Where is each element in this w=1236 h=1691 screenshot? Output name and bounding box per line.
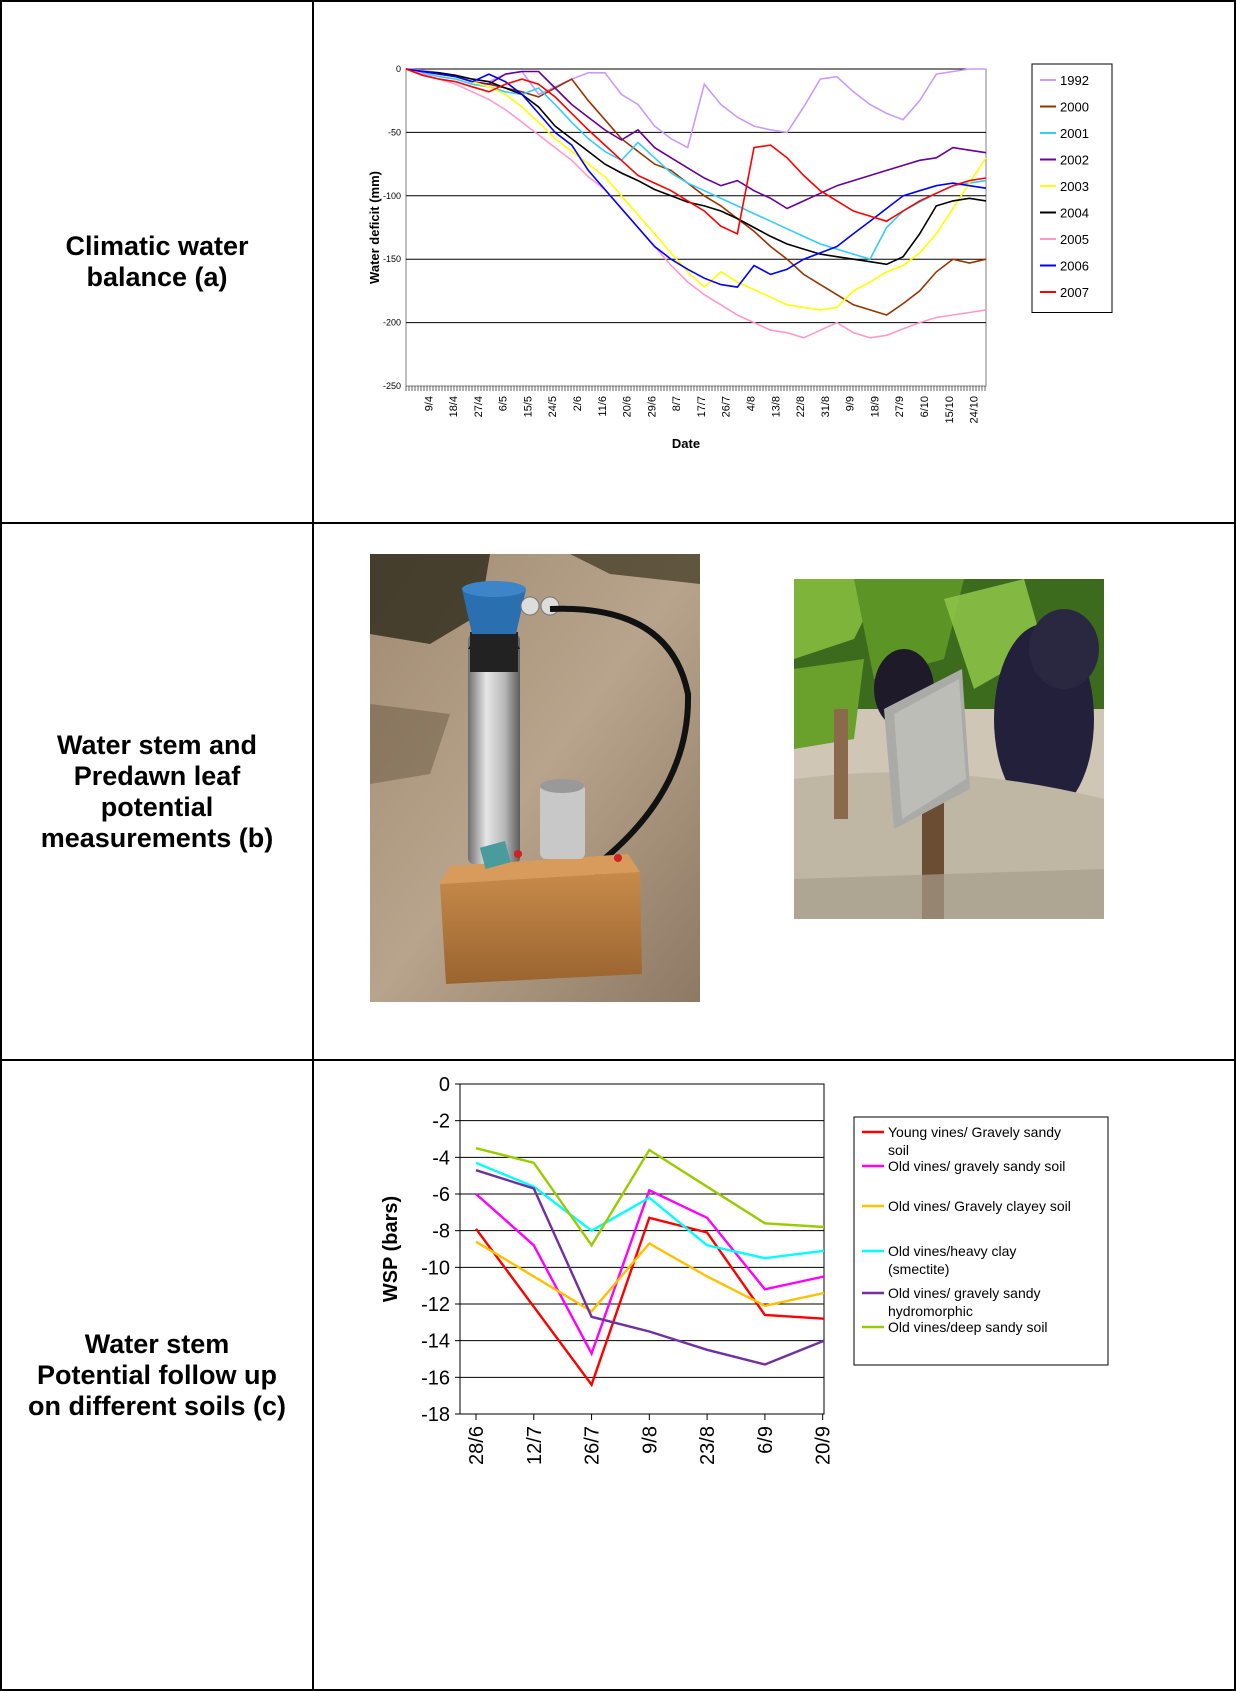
legend-label: Old vines/heavy clay (smectite) <box>888 1243 1016 1277</box>
y-tick-label: -150 <box>383 254 401 264</box>
x-tick-label: 9/9 <box>845 396 857 411</box>
y-tick-label: -12 <box>421 1294 450 1316</box>
water-balance-chart: 0 -50 -100 -150 -200 -250 9/4 18/4 27/4 6/5 15/5 24… <box>367 63 1113 451</box>
series-line <box>475 1240 825 1313</box>
series-line-2001 <box>405 68 987 261</box>
series-line-2004 <box>405 68 987 266</box>
legend-label: 2006 <box>1060 259 1089 274</box>
y-tick-label: -6 <box>432 1184 450 1206</box>
x-tick-label: 29/6 <box>646 396 658 417</box>
x-tick-label: 31/8 <box>820 396 832 417</box>
x-tick-label: 27/9 <box>894 396 906 417</box>
y-tick-label: 0 <box>396 64 401 74</box>
y-tick-label: -50 <box>388 127 401 137</box>
series-line <box>475 1169 825 1366</box>
x-tick-label: 12/7 <box>524 1426 546 1465</box>
x-tick-label: 6/10 <box>919 396 931 417</box>
plot-area <box>405 68 987 387</box>
x-tick-label: 13/8 <box>770 396 782 417</box>
legend-label: 2007 <box>1060 285 1089 300</box>
x-tick-label: 23/8 <box>697 1426 719 1465</box>
x-tick-label: 11/6 <box>597 396 609 417</box>
grapevine-photo <box>794 579 1104 919</box>
legend-label: 2003 <box>1060 179 1089 194</box>
series-line-2007 <box>405 68 987 235</box>
series-line-2006 <box>405 68 987 288</box>
x-tick-label: 15/10 <box>944 396 956 424</box>
chart-cell-water-balance: 0 -50 -100 -150 -200 -250 9/4 18/4 27/4 6/5 15/5 24… <box>312 0 1236 524</box>
x-tick-label: 28/6 <box>466 1426 488 1465</box>
x-tick-label: 6/5 <box>498 396 510 411</box>
legend-label: Old vines/ gravely sandy hydromorphic <box>888 1285 1041 1319</box>
x-tick-label: 24/5 <box>547 396 559 417</box>
y-tick-label: -10 <box>421 1257 450 1279</box>
y-tick-label: -16 <box>421 1367 450 1389</box>
y-tick-label: -18 <box>421 1404 450 1426</box>
x-tick-label: 26/7 <box>721 396 733 417</box>
legend-label: 1992 <box>1060 73 1089 88</box>
y-tick-label: -200 <box>383 318 401 328</box>
x-tick-label: 26/7 <box>582 1426 604 1465</box>
series-line-2002 <box>405 68 987 210</box>
x-axis-title: Date <box>672 436 700 451</box>
x-tick-label: 9/8 <box>639 1426 661 1454</box>
chart-cell-wsp: 0 -2 -4 -6 -8 -10 -12 -14 -16 -18 28/6 12/7 26/7 9/8 2… <box>312 1059 1236 1691</box>
y-tick-label: -2 <box>432 1111 450 1133</box>
y-tick-label: -4 <box>432 1147 450 1169</box>
series-line <box>475 1147 825 1248</box>
y-axis-title: Water deficit (mm) <box>367 171 382 284</box>
legend-label: Old vines/ Gravely clayey soil <box>888 1198 1071 1214</box>
plot-area <box>459 1083 825 1415</box>
row-label-cell: Water stem Potential follow up on differ… <box>0 1059 314 1691</box>
legend-label: 2002 <box>1060 153 1089 168</box>
x-tick-label: 20/6 <box>622 396 634 417</box>
photo-cell <box>312 522 1236 1061</box>
y-tick-label: -250 <box>383 381 401 391</box>
x-tick-label: 15/5 <box>522 396 534 417</box>
series-line <box>475 1161 825 1260</box>
legend-label: 2005 <box>1060 232 1089 247</box>
x-tick-label: 4/8 <box>746 396 758 411</box>
series-line <box>475 1188 825 1357</box>
x-tick-label: 24/10 <box>969 396 981 424</box>
y-tick-label: 0 <box>439 1074 450 1096</box>
legend-label: 2004 <box>1060 206 1089 221</box>
legend-label: Young vines/ Gravely sandy soil <box>888 1124 1061 1158</box>
legend-label: 2000 <box>1060 100 1089 115</box>
y-tick-label: -14 <box>421 1331 450 1353</box>
x-tick-label: 9/4 <box>423 396 435 411</box>
legend-label: Old vines/deep sandy soil <box>888 1319 1048 1335</box>
x-tick-label: 27/4 <box>473 396 485 417</box>
x-tick-label: 22/8 <box>795 396 807 417</box>
x-tick-label: 20/9 <box>813 1426 835 1465</box>
legend-label: Old vines/ gravely sandy soil <box>888 1158 1065 1174</box>
legend-label: 2001 <box>1060 126 1089 141</box>
row-label-measurements: Water stem and Predawn leaf potential me… <box>40 729 274 853</box>
series-line <box>475 1216 825 1388</box>
x-tick-label: 8/7 <box>671 396 683 411</box>
row-label-soils: Water stem Potential follow up on differ… <box>27 1328 287 1421</box>
x-tick-label: 2/6 <box>572 396 584 411</box>
series-line-2003 <box>405 68 987 311</box>
wsp-chart: 0 -2 -4 -6 -8 -10 -12 -14 -16 -18 28/6 12/7 26/7 9/8 2… <box>380 1074 1109 1465</box>
x-tick-label: 6/9 <box>755 1426 777 1454</box>
x-tick-label: 17/7 <box>696 396 708 417</box>
x-tick-label: 18/9 <box>869 396 881 417</box>
y-axis-title: WSP (bars) <box>380 1196 402 1302</box>
series-line-2005 <box>405 68 987 339</box>
legend-box <box>853 1116 1109 1366</box>
y-tick-label: -100 <box>383 191 401 201</box>
y-tick-label: -8 <box>432 1221 450 1243</box>
row-label-cell: Water stem and Predawn leaf potential me… <box>0 522 314 1061</box>
legend-box <box>1031 63 1113 313</box>
pressure-chamber-photo <box>370 554 700 1002</box>
row-label-cell: Climatic water balance (a) <box>0 0 314 524</box>
x-tick-label: 18/4 <box>448 396 460 417</box>
row-label-water-balance: Climatic water balance (a) <box>65 231 249 292</box>
